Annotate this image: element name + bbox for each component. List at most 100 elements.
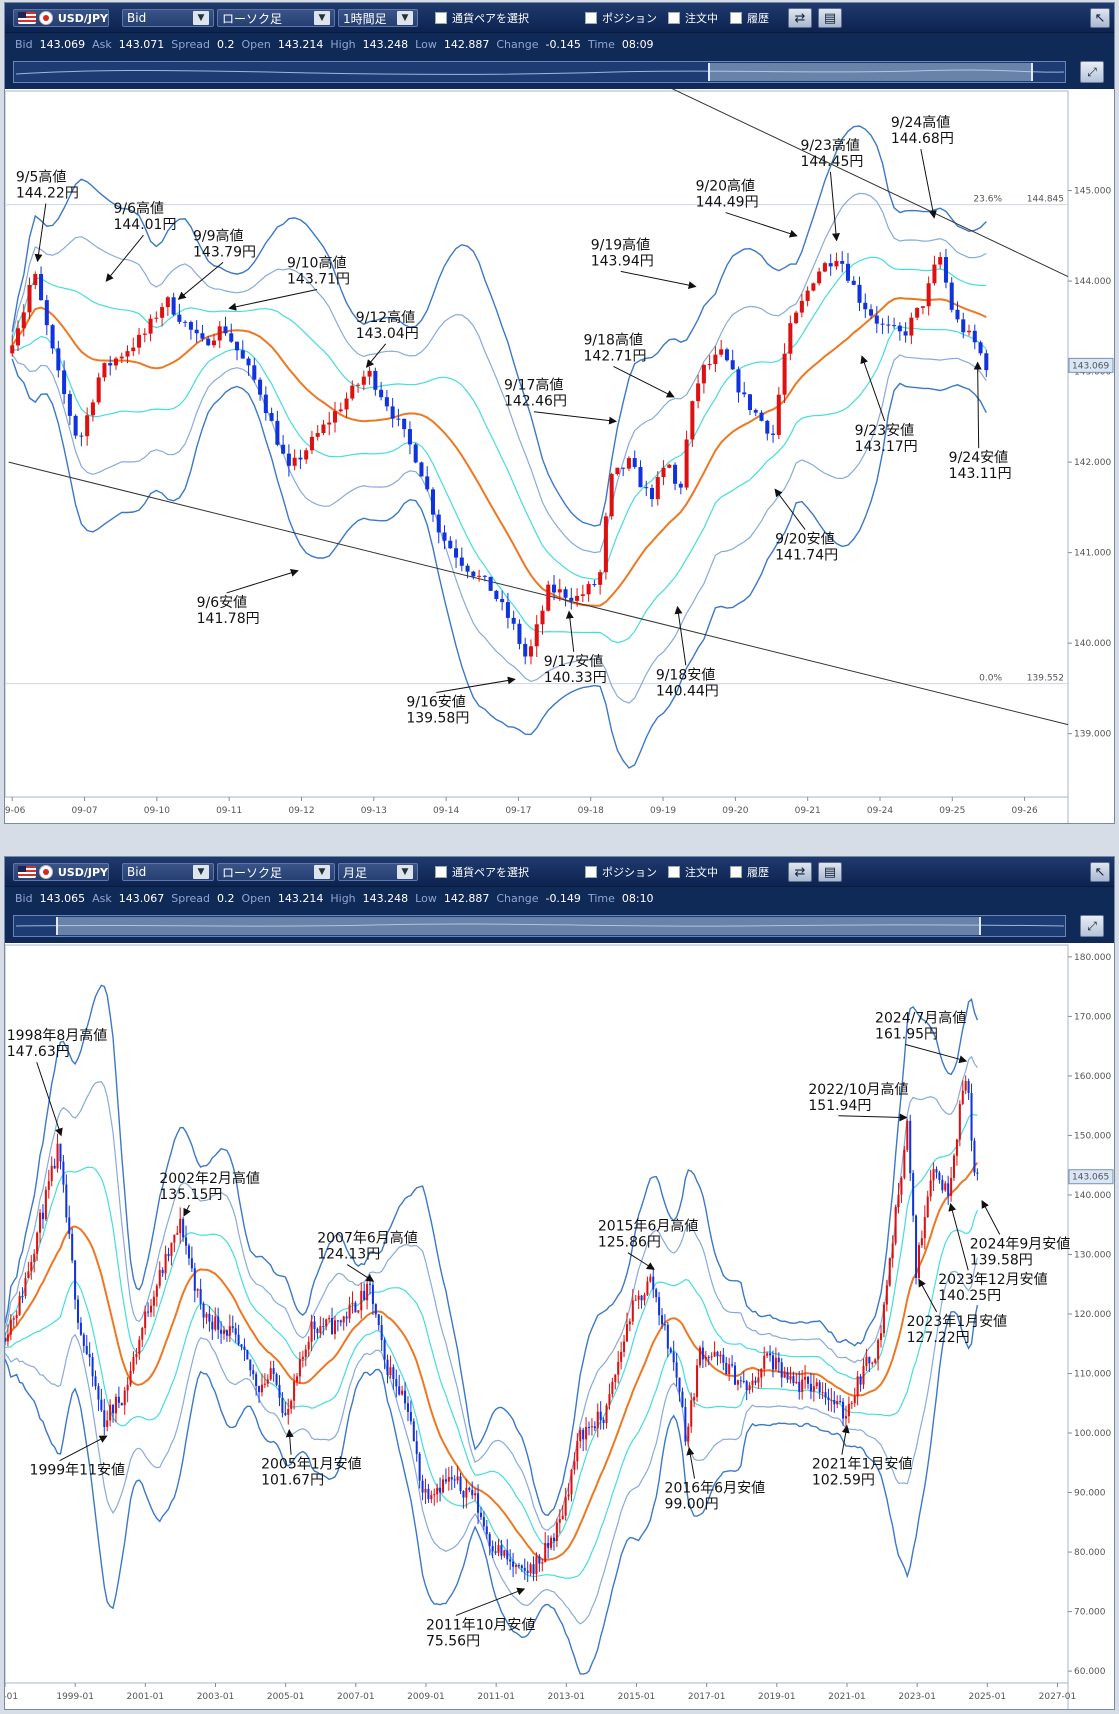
candle-body <box>923 1217 926 1239</box>
open-label: Open <box>241 37 271 51</box>
navigator-selection[interactable] <box>56 917 981 935</box>
candle-body <box>315 433 320 437</box>
timeframe-label: 1時間足 <box>343 11 387 26</box>
candle-body <box>497 1545 500 1553</box>
price-tick-label: 160.000 <box>1074 1072 1111 1082</box>
candle-body <box>424 1488 427 1493</box>
candle-body <box>603 516 608 573</box>
candle-body <box>719 349 724 355</box>
time-value: 08:09 <box>621 37 654 51</box>
checkbox-icon <box>435 866 447 878</box>
candle-body <box>731 1364 734 1366</box>
candle-body <box>41 1212 44 1220</box>
candle-body <box>240 1344 243 1347</box>
low-label: Low <box>415 37 437 51</box>
position-toggle[interactable]: ポジション <box>585 863 657 881</box>
fit-button[interactable]: ⤢ <box>1080 915 1104 937</box>
annotation-arrow <box>686 1446 696 1479</box>
annotation-arrow <box>973 361 982 449</box>
candle-body <box>877 1340 880 1360</box>
history-toggle[interactable]: 履歴 <box>730 863 769 881</box>
candle-body <box>505 602 510 618</box>
candle-body <box>713 354 718 365</box>
annotation-label: 2007年6月高値 <box>317 1230 418 1247</box>
refresh-button[interactable]: ⇄ <box>788 862 812 882</box>
candle-body <box>275 1374 278 1385</box>
candle-body <box>915 1215 918 1278</box>
candle-body <box>171 297 176 315</box>
timeframe-dropdown[interactable]: 月足 ▼ <box>338 863 418 881</box>
price-type-dropdown[interactable]: Bid ▼ <box>122 9 214 27</box>
candle-body <box>534 624 539 647</box>
annotation-label: 9/12高値 <box>356 309 415 326</box>
history-toggle[interactable]: 履歴 <box>730 9 769 27</box>
candle-body <box>27 285 32 313</box>
candle-body <box>834 261 839 267</box>
candle-body <box>783 1372 786 1378</box>
symbol-selector[interactable]: USD/JPY <box>13 9 109 27</box>
annotation-value: 102.59円 <box>812 1473 875 1489</box>
candle-body <box>135 1353 138 1358</box>
candle-body <box>926 283 931 307</box>
candle-body <box>76 1299 80 1323</box>
candle-body <box>465 565 470 572</box>
fit-button[interactable]: ⤢ <box>1080 61 1104 83</box>
candle-body <box>103 1410 106 1427</box>
candle-body <box>327 422 332 425</box>
chart-type-dropdown[interactable]: ローソク足 ▼ <box>217 9 335 27</box>
candle-body <box>109 1405 112 1421</box>
candle-body <box>383 1340 386 1360</box>
navigator-selection[interactable] <box>707 63 1034 81</box>
navigator-track[interactable] <box>13 915 1066 937</box>
pair-select-toggle[interactable]: 通貨ペアを選択 <box>435 863 529 881</box>
candle-body <box>471 571 476 577</box>
candle-body <box>459 557 464 566</box>
time-tick-label: 09-21 <box>795 806 821 816</box>
candle-body <box>804 1376 807 1380</box>
chart-type-dropdown[interactable]: ローソク足 ▼ <box>217 863 335 881</box>
bid-value: 143.069 <box>39 37 86 51</box>
current-price-label: 143.069 <box>1072 361 1109 371</box>
candle-body <box>900 1177 903 1195</box>
candle-body <box>50 325 55 349</box>
settings-button[interactable]: ▤ <box>818 8 842 28</box>
candle-body <box>149 1305 153 1313</box>
refresh-icon: ⇄ <box>794 10 806 26</box>
navigator-track[interactable] <box>13 61 1066 83</box>
candle-body <box>68 1217 71 1234</box>
candle-body <box>293 1381 296 1401</box>
candle-body <box>733 1365 737 1385</box>
collapse-button[interactable]: ↖ <box>1090 862 1110 882</box>
time-tick-label: 2021-01 <box>828 1692 866 1702</box>
orders-toggle[interactable]: 注文中 <box>668 9 718 27</box>
candle-body <box>632 458 637 468</box>
candle-body <box>5 1337 7 1342</box>
candle-body <box>621 467 626 469</box>
annotation-arrow <box>59 1435 108 1462</box>
timeframe-dropdown[interactable]: 1時間足 ▼ <box>338 9 418 27</box>
candle-body <box>897 325 902 332</box>
candle-body <box>206 338 211 346</box>
candle-body <box>402 418 407 430</box>
refresh-button[interactable]: ⇄ <box>788 8 812 28</box>
chevron-down-icon: ▼ <box>314 11 330 25</box>
candle-body <box>771 1355 774 1370</box>
collapse-button[interactable]: ↖ <box>1090 8 1110 28</box>
candle-body <box>141 1328 144 1340</box>
candle-body <box>137 334 142 348</box>
candle-body <box>258 379 263 395</box>
position-toggle[interactable]: ポジション <box>585 9 657 27</box>
candle-body <box>217 326 222 341</box>
candle-body <box>544 1543 547 1563</box>
annotation-value: 139.58円 <box>970 1253 1033 1269</box>
annotation-label: 2022/10月高値 <box>808 1081 908 1098</box>
price-type-dropdown[interactable]: Bid ▼ <box>122 863 214 881</box>
candle-body <box>891 1243 894 1259</box>
low-value: 142.887 <box>443 37 490 51</box>
orders-toggle[interactable]: 注文中 <box>668 863 718 881</box>
settings-button[interactable]: ▤ <box>818 862 842 882</box>
symbol-selector[interactable]: USD/JPY <box>13 863 109 881</box>
pair-select-toggle[interactable]: 通貨ペアを選択 <box>435 9 529 27</box>
candle-body <box>789 1376 792 1380</box>
bollinger-lower-2sigma <box>5 1257 978 1625</box>
